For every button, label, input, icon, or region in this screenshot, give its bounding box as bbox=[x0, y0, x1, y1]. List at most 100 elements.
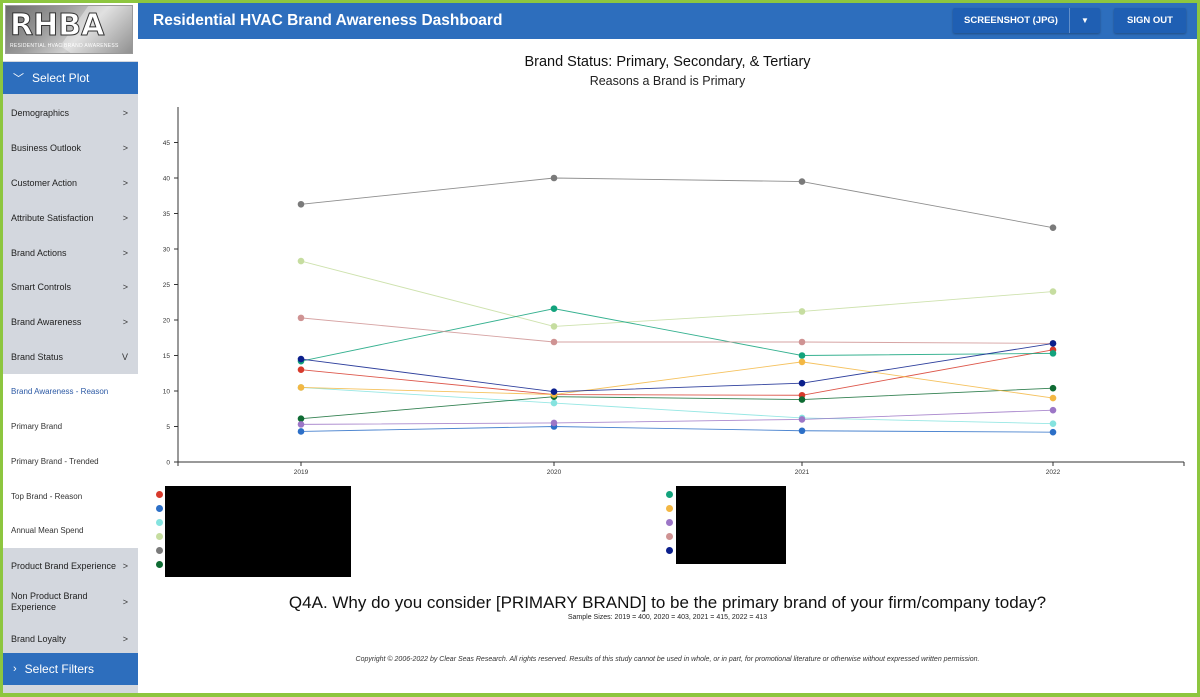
left-legend-marker bbox=[156, 519, 163, 526]
dashboard-title: Residential HVAC Brand Awareness Dashboa… bbox=[153, 12, 503, 29]
data-point[interactable] bbox=[798, 358, 806, 366]
logo-subtext: RESIDENTIAL HVAC BRAND AWARENESS bbox=[10, 43, 119, 49]
line-chart: 0 5 10 15 20 25 30 35 40 45 2019 2020 2021 2022 bbox=[163, 107, 1185, 476]
sidebar-item-label: Product Brand Experience bbox=[11, 560, 117, 571]
data-point[interactable] bbox=[297, 421, 305, 428]
sidebar-item-label: Brand Awareness - Reason bbox=[11, 387, 109, 397]
series-line-9 bbox=[300, 317, 1054, 344]
data-point[interactable] bbox=[1049, 340, 1057, 347]
screenshot-button[interactable]: SCREENSHOT (JPG) ▼ bbox=[953, 8, 1100, 33]
data-point[interactable] bbox=[297, 314, 305, 322]
data-point[interactable] bbox=[1049, 384, 1057, 392]
data-point[interactable] bbox=[550, 323, 558, 330]
sidebar-item-label: Brand Actions bbox=[11, 247, 67, 258]
sidebar-item-primary-brand[interactable]: Primary Brand bbox=[3, 409, 138, 444]
data-point[interactable] bbox=[550, 174, 558, 182]
data-point[interactable] bbox=[550, 338, 558, 346]
sidebar-item-label: Top Brand - Reason bbox=[11, 491, 83, 501]
sidebar-item-brand-awareness[interactable]: Brand Awareness > bbox=[3, 305, 138, 340]
sidebar-item-label: Brand Awareness bbox=[11, 317, 82, 328]
chevron-right-icon: > bbox=[122, 247, 128, 258]
chevron-right-icon: > bbox=[122, 143, 128, 154]
data-point[interactable] bbox=[798, 379, 806, 387]
data-point[interactable] bbox=[798, 178, 806, 185]
sidebar-item-business-outlook[interactable]: Business Outlook > bbox=[3, 131, 138, 166]
select-plot-label: Select Plot bbox=[32, 71, 90, 85]
x-tick-label: 2020 bbox=[547, 469, 562, 476]
data-point[interactable] bbox=[297, 257, 305, 265]
sidebar-item-label: Brand Loyalty bbox=[11, 633, 67, 644]
series-line-3 bbox=[300, 260, 1054, 327]
select-plot-header[interactable]: ﹀ Select Plot bbox=[3, 62, 138, 94]
sidebar-item-attribute-satisfaction[interactable]: Attribute Satisfaction > bbox=[3, 200, 138, 235]
sidebar-item-brand-awareness-reason[interactable]: Brand Awareness - Reason bbox=[3, 374, 138, 410]
sidebar-item-smart-controls[interactable]: Smart Controls > bbox=[3, 270, 138, 305]
data-point[interactable] bbox=[297, 355, 305, 363]
sample-sizes: Sample Sizes: 2019 = 400, 2020 = 403, 20… bbox=[567, 614, 768, 621]
x-tick-label: 2019 bbox=[294, 469, 309, 476]
sidebar-item-annual-mean-spend[interactable]: Annual Mean Spend bbox=[3, 513, 138, 549]
series-line-6 bbox=[300, 308, 1054, 362]
right-legend-marker bbox=[666, 519, 673, 526]
data-point[interactable] bbox=[550, 305, 558, 312]
sidebar-item-label: Business Outlook bbox=[11, 143, 82, 154]
x-tick-label: 2021 bbox=[795, 469, 810, 476]
y-tick-label: 5 bbox=[166, 424, 170, 431]
sidebar-item-demographics[interactable]: Demographics > bbox=[3, 96, 138, 131]
sidebar-item-label: Primary Brand - Trended bbox=[11, 456, 99, 466]
app-frame: RHBA RESIDENTIAL HVAC BRAND AWARENESS ﹀ … bbox=[3, 3, 1197, 693]
sidebar-item-non-product-brand-experience[interactable]: Non Product Brand Experience > bbox=[3, 583, 138, 621]
series-line-1 bbox=[300, 426, 1054, 433]
sidebar-item-brand-loyalty[interactable]: Brand Loyalty > bbox=[3, 621, 138, 656]
sidebar-item-label: Demographics bbox=[11, 108, 70, 119]
data-point[interactable] bbox=[1049, 394, 1057, 402]
data-point[interactable] bbox=[297, 384, 305, 391]
sidebar-item-brand-actions[interactable]: Brand Actions > bbox=[3, 235, 138, 270]
series-line-8 bbox=[300, 409, 1054, 425]
data-point[interactable] bbox=[550, 388, 558, 396]
sidebar-item-product-brand-experience[interactable]: Product Brand Experience > bbox=[3, 548, 138, 583]
chevron-right-icon: > bbox=[122, 282, 128, 293]
series-line-7 bbox=[300, 361, 1054, 399]
data-point[interactable] bbox=[550, 399, 558, 407]
data-point[interactable] bbox=[798, 416, 806, 423]
select-filters-header[interactable]: › Select Filters bbox=[3, 653, 138, 685]
data-point[interactable] bbox=[1049, 428, 1057, 436]
top-bar: Residential HVAC Brand Awareness Dashboa… bbox=[138, 3, 1197, 39]
sidebar-item-label: Attribute Satisfaction bbox=[11, 212, 94, 223]
data-point[interactable] bbox=[798, 427, 806, 435]
data-point[interactable] bbox=[1049, 406, 1057, 414]
y-tick-label: 25 bbox=[163, 282, 171, 289]
caret-down-icon[interactable]: ▼ bbox=[1069, 8, 1100, 33]
chevron-right-icon: > bbox=[122, 212, 128, 223]
data-point[interactable] bbox=[798, 308, 806, 315]
sidebar-item-label: Non Product Brand Experience bbox=[11, 591, 88, 613]
data-point[interactable] bbox=[1049, 350, 1057, 357]
data-point[interactable] bbox=[297, 366, 305, 374]
data-point[interactable] bbox=[1049, 224, 1057, 231]
sign-out-button[interactable]: SIGN OUT bbox=[1114, 8, 1186, 33]
data-point[interactable] bbox=[798, 396, 806, 403]
data-point[interactable] bbox=[798, 338, 806, 346]
sidebar-item-primary-brand-trended[interactable]: Primary Brand - Trended bbox=[3, 443, 138, 479]
chevron-right-icon: > bbox=[122, 177, 128, 188]
chevron-right-icon: › bbox=[13, 663, 17, 675]
chevron-right-icon: > bbox=[122, 560, 128, 571]
data-point[interactable] bbox=[297, 428, 305, 435]
copyright-notice: Copyright © 2006-2022 by Clear Seas Rese… bbox=[355, 656, 980, 663]
y-tick-label: 10 bbox=[163, 389, 171, 396]
data-point[interactable] bbox=[297, 415, 305, 422]
series-line-2 bbox=[300, 387, 1054, 425]
sidebar-item-brand-status[interactable]: Brand Status V bbox=[3, 340, 138, 375]
data-point[interactable] bbox=[1049, 288, 1057, 295]
chevron-right-icon: > bbox=[122, 633, 128, 644]
sidebar-item-top-brand-reason[interactable]: Top Brand - Reason bbox=[3, 478, 138, 514]
y-tick-label: 35 bbox=[163, 211, 171, 218]
data-point[interactable] bbox=[550, 419, 558, 427]
series-line-10 bbox=[300, 342, 1054, 393]
data-point[interactable] bbox=[297, 200, 305, 208]
data-point[interactable] bbox=[1049, 420, 1057, 427]
data-point[interactable] bbox=[798, 352, 806, 359]
y-tick-label: 20 bbox=[163, 318, 171, 325]
sidebar-item-customer-action[interactable]: Customer Action > bbox=[3, 166, 138, 201]
